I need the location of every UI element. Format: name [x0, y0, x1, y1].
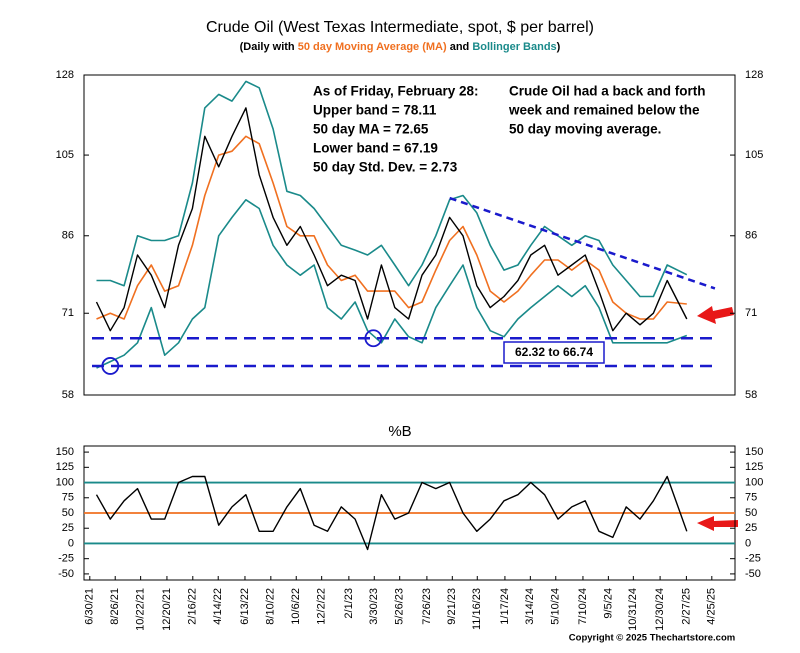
x-tick-label: 3/30/23: [368, 588, 380, 625]
x-tick-label: 6/30/21: [84, 588, 96, 625]
x-tick-label: 7/10/24: [577, 588, 589, 625]
y-tick-label: 105: [56, 149, 74, 161]
x-tick-label: 2/1/23: [343, 588, 355, 619]
y-tick-label: 150: [56, 446, 74, 458]
x-tick-label: 10/31/24: [627, 588, 639, 631]
y-tick-label: 86: [62, 230, 74, 242]
chart-subtitle: (Daily with 50 day Moving Average (MA) a…: [240, 41, 561, 53]
x-tick-label: 12/30/24: [654, 588, 666, 631]
y-tick-label: -25: [745, 553, 761, 565]
y-tick-label: -25: [58, 553, 74, 565]
x-tick-label: 8/10/22: [265, 588, 277, 625]
y-tick-label: 25: [62, 522, 74, 534]
y-tick-label: 125: [56, 461, 74, 473]
y-tick-label: 128: [56, 69, 74, 81]
subtitle-part: ): [557, 41, 561, 53]
status-text: 50 day Std. Dev. = 2.73: [313, 160, 458, 175]
status-text: As of Friday, February 28:: [313, 84, 479, 99]
copyright: Copyright © 2025 Thechartstore.com: [569, 633, 735, 644]
x-tick-label: 1/17/24: [499, 588, 511, 625]
series-line: [96, 80, 688, 298]
x-tick-label: 5/10/24: [550, 588, 562, 625]
chart-title: Crude Oil (West Texas Intermediate, spot…: [206, 19, 594, 36]
subtitle-part: Bollinger Bands: [472, 41, 556, 53]
arrow: [697, 306, 734, 324]
subtitle-part: and: [447, 41, 473, 53]
y-tick-label: 71: [745, 307, 757, 319]
marker-circle: [364, 329, 383, 348]
x-tick-label: 10/6/22: [290, 588, 302, 625]
y-tick-label: 75: [62, 492, 74, 504]
x-tick-label: 6/13/22: [239, 588, 251, 625]
y-tick-label: 75: [745, 492, 757, 504]
x-tick-label: 12/20/21: [161, 588, 173, 631]
comment-text: week and remained below the: [508, 103, 700, 118]
y-tick-label: 86: [745, 230, 757, 242]
x-tick-label: 3/14/24: [524, 588, 536, 625]
x-tick-label: 4/14/22: [212, 588, 224, 625]
comment-text: Crude Oil had a back and forth: [509, 84, 706, 99]
y-tick-label: 58: [62, 389, 74, 401]
x-tick-label: 8/26/21: [109, 588, 121, 625]
y-tick-label: 0: [68, 537, 74, 549]
status-text: Upper band = 78.11: [313, 103, 437, 118]
y-tick-label: 50: [745, 507, 757, 519]
arrow: [697, 516, 738, 531]
chart-title: %B: [388, 423, 411, 440]
x-tick-label: 9/21/23: [446, 588, 458, 625]
range-box: [503, 341, 605, 364]
x-tick-label: 4/25/25: [706, 588, 718, 625]
y-tick-label: 58: [745, 389, 757, 401]
range-label: 62.32 to 66.74: [515, 345, 593, 359]
y-tick-label: -50: [745, 568, 761, 580]
subtitle-part: 50 day Moving Average (MA): [298, 41, 447, 53]
y-tick-label: 25: [745, 522, 757, 534]
series-line: [95, 107, 688, 332]
comment-text: 50 day moving average.: [509, 122, 661, 137]
status-text: 50 day MA = 72.65: [313, 122, 429, 137]
y-tick-label: 125: [745, 461, 763, 473]
series-line: [96, 135, 687, 320]
x-tick-label: 2/16/22: [187, 588, 199, 625]
y-tick-label: -50: [58, 568, 74, 580]
y-tick-label: 71: [62, 307, 74, 319]
series-line: [96, 199, 688, 369]
y-tick-label: 128: [745, 69, 763, 81]
y-tick-label: 100: [745, 476, 763, 488]
series-line: [95, 475, 688, 551]
x-tick-label: 10/22/21: [135, 588, 147, 631]
x-tick-label: 2/27/25: [680, 588, 692, 625]
x-tick-label: 5/26/23: [394, 588, 406, 625]
status-text: Lower band = 67.19: [313, 141, 438, 156]
x-tick-label: 12/2/22: [316, 588, 328, 625]
y-tick-label: 150: [745, 446, 763, 458]
y-tick-label: 0: [745, 537, 751, 549]
x-tick-label: 7/26/23: [421, 588, 433, 625]
plot-frame: [83, 74, 736, 396]
x-tick-label: 9/5/24: [602, 588, 614, 619]
marker-circle: [101, 357, 120, 375]
trend-line: [449, 196, 716, 290]
y-tick-label: 50: [62, 507, 74, 519]
y-tick-label: 105: [745, 149, 763, 161]
subtitle-part: (Daily with: [240, 41, 298, 53]
y-tick-label: 100: [56, 476, 74, 488]
x-tick-label: 11/16/23: [471, 588, 483, 630]
